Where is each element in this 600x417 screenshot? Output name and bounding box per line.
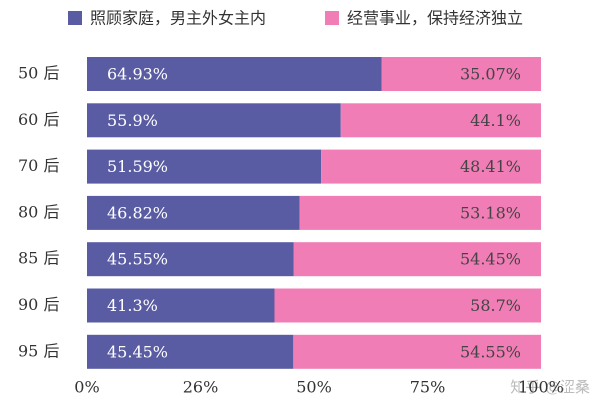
bar-segment — [299, 195, 541, 230]
y-tick-label: 95 后 — [18, 341, 59, 360]
x-tick-label: 100% — [518, 378, 564, 397]
x-tick-label: 50% — [296, 378, 332, 397]
bar-segment — [293, 242, 541, 277]
y-tick-label: 90 后 — [18, 295, 59, 314]
y-tick-label: 50 后 — [18, 64, 59, 83]
value-label: 48.41% — [460, 157, 521, 176]
value-label: 54.45% — [460, 250, 521, 269]
bar-segment — [87, 334, 294, 369]
value-label: 64.93% — [107, 65, 168, 84]
value-label: 51.59% — [107, 157, 168, 176]
value-label: 45.45% — [107, 342, 168, 361]
bar-segment — [87, 103, 341, 138]
x-tick-label: 0% — [74, 378, 99, 397]
value-label: 54.55% — [460, 342, 521, 361]
value-label: 53.18% — [460, 203, 521, 222]
bar-segment — [87, 288, 275, 323]
bar-segment — [87, 149, 322, 184]
bar-segment — [87, 195, 300, 230]
y-tick-label: 85 后 — [18, 249, 59, 268]
y-tick-label: 70 后 — [18, 156, 59, 175]
value-label: 44.1% — [470, 111, 521, 130]
legend-label: 照顾家庭，男主外女主内 — [90, 9, 266, 28]
bar-segment — [87, 57, 382, 91]
value-label: 35.07% — [460, 65, 521, 84]
y-tick-label: 80 后 — [18, 202, 59, 221]
bar-segment — [321, 149, 541, 184]
x-tick-label: 75% — [410, 378, 446, 397]
value-label: 58.7% — [470, 296, 521, 315]
bar-segment — [274, 288, 541, 323]
legend-label: 经营事业，保持经济独立 — [347, 9, 523, 28]
legend-swatch — [68, 11, 82, 25]
bar-segment — [87, 242, 294, 277]
value-label: 41.3% — [107, 296, 158, 315]
bar-segment — [340, 103, 541, 138]
value-label: 45.55% — [107, 250, 168, 269]
legend-swatch — [325, 11, 339, 25]
y-tick-label: 60 后 — [18, 110, 59, 129]
bar-segment — [293, 334, 541, 369]
watermark: 知乎 @涩桑 — [510, 378, 590, 396]
x-tick-label: 26% — [183, 378, 219, 397]
value-label: 46.82% — [107, 203, 168, 222]
bar-segment — [381, 57, 541, 91]
value-label: 55.9% — [107, 111, 158, 130]
